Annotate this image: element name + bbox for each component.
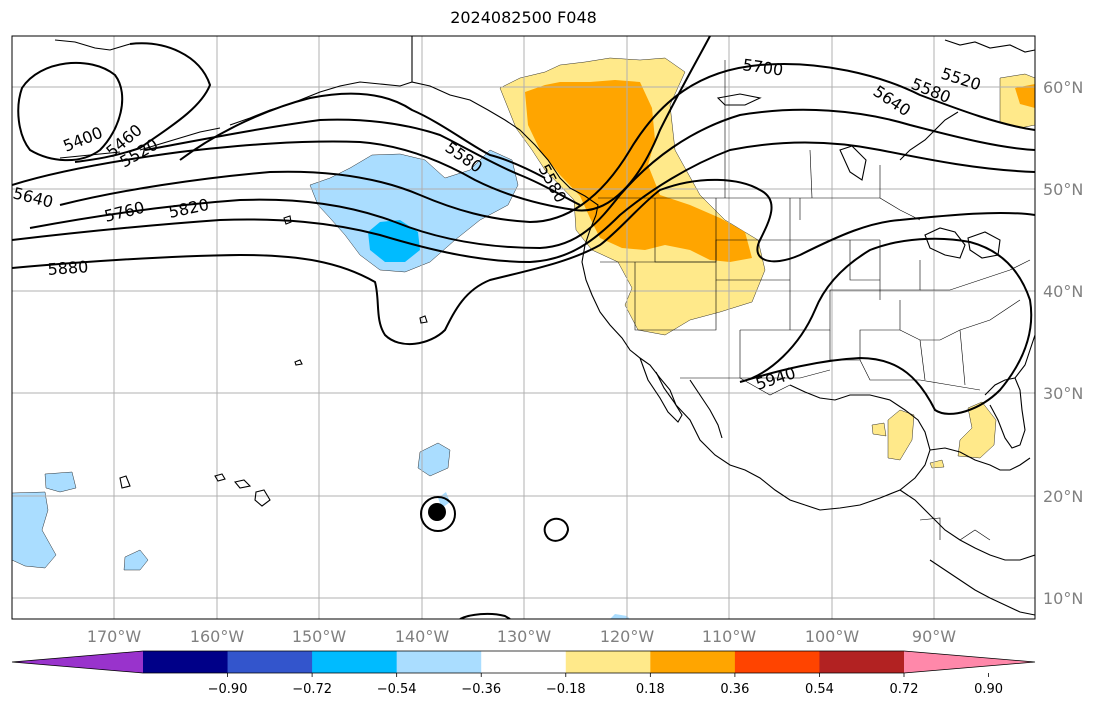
colorbar-tick-label: 0.72 — [890, 682, 919, 697]
lat-label: 20°N — [1043, 487, 1083, 506]
colorbar-tick-label: 0.36 — [720, 682, 749, 697]
lon-label: 150°W — [292, 627, 347, 646]
map-frame — [11, 35, 1036, 620]
height-contours — [12, 36, 1035, 619]
colorbar: −0.90 −0.72 −0.54 −0.36 −0.18 0.18 0.36 0.54 0.7… — [11, 650, 1036, 697]
graticule — [12, 36, 1035, 619]
colorbar-extend-low — [12, 651, 143, 673]
lat-label: 40°N — [1043, 282, 1083, 301]
latitude-labels: 60°N 50°N 40°N 30°N 20°N 10°N — [1043, 78, 1083, 608]
lon-label: 110°W — [702, 627, 757, 646]
longitude-labels: 170°W 160°W 150°W 140°W 130°W 120°W 110°… — [87, 627, 956, 646]
lon-label: 160°W — [190, 627, 245, 646]
colorbar-tick-label: 0.90 — [974, 682, 1003, 697]
colorbar-tick-label: −0.90 — [208, 682, 248, 697]
colorbar-segment — [312, 651, 398, 673]
negative-anomaly-shading — [12, 149, 630, 619]
contour-label: 5880 — [47, 257, 89, 279]
colorbar-segment — [565, 651, 651, 673]
colorbar-tick-label: −0.36 — [461, 682, 501, 697]
lon-label: 120°W — [600, 627, 655, 646]
political-borders — [598, 60, 1031, 541]
lat-label: 50°N — [1043, 180, 1083, 199]
colorbar-outline — [11, 650, 1036, 674]
colorbar-segment — [734, 651, 820, 673]
colorbar-extend-high — [904, 651, 1035, 673]
lon-label: 100°W — [805, 627, 860, 646]
lon-label: 90°W — [912, 627, 956, 646]
colorbar-tick-label: −0.72 — [292, 682, 332, 697]
colorbar-tick-label: 0.54 — [805, 682, 834, 697]
coastlines — [54, 36, 1035, 616]
map-title: 2024082500 F048 — [450, 8, 597, 27]
colorbar-segment — [481, 651, 567, 673]
colorbar-segment — [143, 651, 229, 673]
colorbar-tick-label: −0.54 — [377, 682, 417, 697]
lon-label: 140°W — [395, 627, 450, 646]
colorbar-tick-label: 0.18 — [636, 682, 665, 697]
lon-label: 170°W — [87, 627, 142, 646]
colorbar-segment — [227, 651, 313, 673]
colorbar-tick-label: −0.18 — [546, 682, 586, 697]
colorbar-segment — [650, 651, 736, 673]
colorbar-segment — [396, 651, 482, 673]
lat-label: 10°N — [1043, 589, 1083, 608]
lat-label: 60°N — [1043, 78, 1083, 97]
lat-label: 30°N — [1043, 384, 1083, 403]
colorbar-segment — [819, 651, 905, 673]
lon-label: 130°W — [497, 627, 552, 646]
